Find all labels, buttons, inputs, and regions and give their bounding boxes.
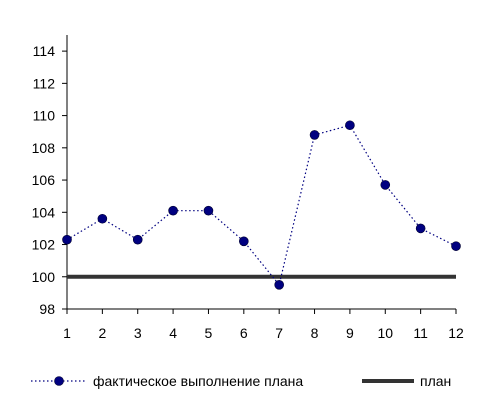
y-tick-label: 100 [32,269,56,285]
data-point-actual [203,205,214,216]
data-point-actual [345,120,355,131]
x-tick-label: 2 [98,325,106,341]
x-tick-label: 5 [205,325,213,341]
data-point-actual [309,130,320,140]
legend-label-plan: план [420,373,451,389]
data-point-actual [168,205,178,216]
legend: фактическое выполнение плана план [31,373,451,389]
data-point-actual [132,234,143,245]
x-tick-label: 3 [134,325,142,341]
y-tick-label: 104 [32,204,56,220]
x-tick-label: 11 [413,325,428,341]
legend-marker-actual [54,376,64,386]
series-line-actual [66,124,457,287]
y-tick-label: 106 [32,172,56,188]
data-point-actual [62,234,72,245]
y-tick-label: 98 [39,301,55,317]
y-tick-label: 102 [32,237,56,253]
y-tick-label: 108 [32,140,56,156]
x-tick-label: 8 [311,325,319,341]
plot-area [62,120,461,290]
y-tick-label: 114 [33,43,56,59]
y-tick-label: 112 [33,75,56,91]
x-tick-label: 10 [377,325,393,341]
axes [66,35,456,310]
x-tick-label: 6 [240,325,248,341]
x-tick-label: 4 [169,325,177,341]
data-point-actual [239,236,249,247]
data-point-actual [451,241,461,251]
x-tick-label: 9 [346,325,354,341]
data-point-actual [380,180,391,190]
x-tick-label: 1 [63,325,71,341]
legend-label-actual: фактическое выполнение плана [93,373,303,389]
y-axis-ticks: 98 100 102 104 106 108 110 112 114 [32,43,67,317]
x-axis-ticks: 1 2 3 4 5 6 7 8 9 10 11 12 [63,309,464,341]
x-tick-label: 7 [275,325,283,341]
data-point-actual [274,280,284,290]
data-point-actual [415,223,426,234]
x-tick-label: 12 [448,325,464,341]
y-tick-label: 110 [33,108,56,124]
data-point-actual [97,213,108,224]
